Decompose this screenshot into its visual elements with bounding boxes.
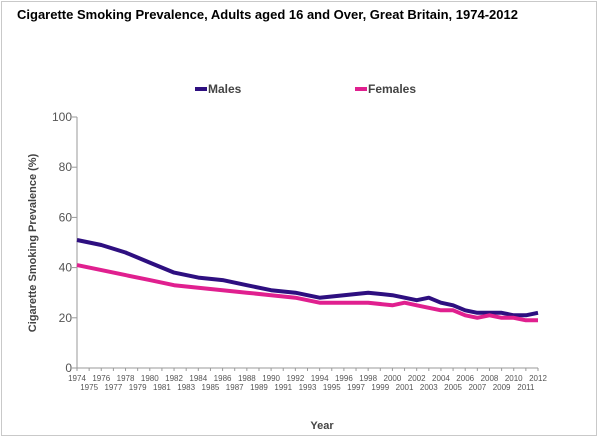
x-tick-label: 2003: [420, 383, 438, 392]
x-tick-label: 1978: [117, 374, 135, 383]
x-tick-label: 2009: [493, 383, 511, 392]
x-tick-label: 1997: [347, 383, 365, 392]
y-tick-label: 20: [59, 311, 73, 325]
y-axis-title: Cigarette Smoking Prevalence (%): [27, 153, 39, 332]
x-tick-label: 1991: [274, 383, 292, 392]
x-tick-label: 2012: [529, 374, 547, 383]
x-tick-label: 1981: [153, 383, 171, 392]
y-tick-label: 60: [59, 210, 73, 224]
x-tick-label: 1989: [250, 383, 268, 392]
x-tick-label: 1992: [286, 374, 304, 383]
x-tick-label: 2004: [432, 374, 450, 383]
y-tick-label: 40: [59, 261, 73, 275]
chart-title: Cigarette Smoking Prevalence, Adults age…: [17, 7, 518, 22]
x-tick-label: 1983: [177, 383, 195, 392]
series-line-females: [76, 263, 538, 323]
x-tick-label: 1985: [202, 383, 220, 392]
x-tick-label: 2002: [408, 374, 426, 383]
x-tick-label: 1982: [165, 374, 183, 383]
x-tick-label: 2006: [456, 374, 474, 383]
x-tick-label: 1993: [299, 383, 317, 392]
x-tick-label: 2008: [481, 374, 499, 383]
x-tick-label: 1979: [129, 383, 147, 392]
x-tick-label: 2010: [505, 374, 523, 383]
x-tick-label: 1987: [226, 383, 244, 392]
x-tick-label: 1984: [189, 374, 207, 383]
x-tick-label: 1976: [92, 374, 110, 383]
y-tick-label: 0: [65, 361, 72, 375]
x-tick-label: 2000: [384, 374, 402, 383]
x-tick-label: 1998: [359, 374, 377, 383]
x-tick-label: 1988: [238, 374, 256, 383]
x-tick-label: 2005: [444, 383, 462, 392]
x-axis-title: Year: [310, 420, 334, 432]
legend-label-males: Males: [208, 82, 242, 96]
legend-label-females: Females: [368, 82, 416, 96]
x-tick-label: 1975: [80, 383, 98, 392]
series-line-males: [76, 238, 539, 318]
x-tick-label: 2001: [396, 383, 414, 392]
x-tick-label: 1977: [104, 383, 122, 392]
x-tick-label: 1986: [214, 374, 232, 383]
x-tick-label: 1990: [262, 374, 280, 383]
x-tick-label: 1994: [311, 374, 329, 383]
x-tick-label: 2011: [517, 383, 535, 392]
y-tick-label: 100: [52, 110, 72, 124]
x-tick-label: 1996: [335, 374, 353, 383]
x-tick-label: 2007: [468, 383, 486, 392]
x-tick-label: 1974: [68, 374, 86, 383]
x-tick-label: 1999: [371, 383, 389, 392]
x-tick-label: 1995: [323, 383, 341, 392]
x-tick-label: 1980: [141, 374, 159, 383]
y-tick-label: 80: [59, 160, 73, 174]
